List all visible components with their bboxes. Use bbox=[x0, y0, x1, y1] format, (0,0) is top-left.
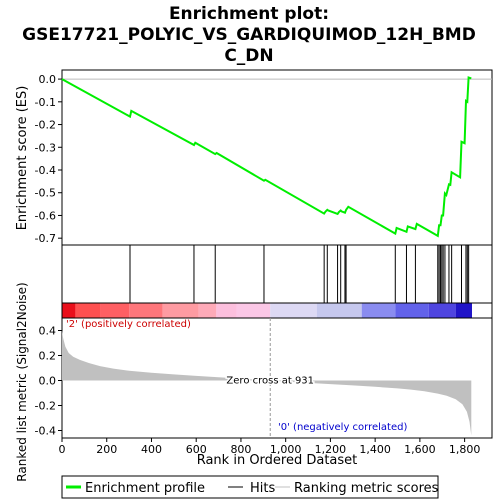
hits-panel bbox=[61, 244, 493, 304]
es-y-tick-label: -0.5 bbox=[35, 187, 56, 200]
negatively-correlated-label: '0' (negatively correlated) bbox=[278, 422, 407, 433]
legend-enrichment-label: Enrichment profile bbox=[85, 481, 205, 496]
x-tick-label: 0 bbox=[59, 443, 66, 456]
color-bar-segment bbox=[100, 303, 130, 318]
title-line-2: GSE17721_POLYIC_VS_GARDIQUIMOD_12H_BMD bbox=[22, 25, 476, 45]
x-tick-label: 1,600 bbox=[404, 443, 436, 456]
metric-y-tick-label: 0.2 bbox=[39, 350, 57, 363]
x-tick-label: 1,400 bbox=[359, 443, 391, 456]
x-tick-label: 1,000 bbox=[270, 443, 302, 456]
color-bar-segment bbox=[361, 303, 396, 318]
x-tick-label: 400 bbox=[141, 443, 162, 456]
es-y-tick-label: -0.6 bbox=[35, 209, 56, 222]
color-bar-segments bbox=[62, 303, 472, 318]
metric-y-axis-label: Ranked list metric (Signal2Noise) bbox=[15, 282, 29, 481]
color-bar-segment bbox=[198, 303, 217, 318]
color-bar-segment bbox=[129, 303, 163, 318]
metric-y-tick-label: -0.2 bbox=[35, 400, 56, 413]
hit-lines bbox=[129, 245, 470, 303]
es-y-tick-label: -0.7 bbox=[35, 232, 56, 245]
color-bar-segment bbox=[75, 303, 101, 318]
x-axis-ticks: 0 200 400 600 800 1,000 1,200 1,400 1,600 1,800 bbox=[59, 438, 481, 456]
x-tick-label: 800 bbox=[230, 443, 251, 456]
rank-color-bar bbox=[61, 302, 493, 319]
color-bar-segment bbox=[428, 303, 456, 318]
title-line-1: Enrichment plot: bbox=[169, 4, 329, 24]
metric-y-tick-label: 0.4 bbox=[39, 325, 57, 338]
title-line-3: C_DN bbox=[224, 46, 273, 66]
color-bar-segment bbox=[316, 303, 362, 318]
es-y-tick-label: -0.3 bbox=[35, 141, 56, 154]
color-bar-segment bbox=[455, 303, 472, 318]
color-bar-segment bbox=[162, 303, 199, 318]
ranked-metric-area bbox=[62, 330, 472, 436]
positively-correlated-label: '2' (positively correlated) bbox=[66, 319, 191, 330]
enrichment-profile-line bbox=[61, 76, 472, 238]
metric-y-axis-ticks: 0.4 0.2 0.0 -0.2 -0.4 bbox=[35, 325, 62, 438]
x-tick-label: 200 bbox=[96, 443, 117, 456]
es-y-tick-label: -0.2 bbox=[35, 119, 56, 132]
enrichment-score-panel: 0.0 -0.1 -0.2 -0.3 -0.4 -0.5 -0.6 -0.7 Enrichme… bbox=[15, 69, 493, 246]
color-bar-segment bbox=[270, 303, 317, 318]
zero-cross-label: Zero cross at 931 bbox=[226, 376, 314, 387]
es-y-tick-label: 0.0 bbox=[39, 73, 57, 86]
x-tick-label: 600 bbox=[186, 443, 207, 456]
metric-y-tick-label: -0.4 bbox=[35, 425, 56, 438]
color-bar-segment bbox=[395, 303, 429, 318]
color-bar-segment bbox=[236, 303, 271, 318]
color-bar-segment bbox=[216, 303, 237, 318]
legend-hits-label: Hits bbox=[250, 481, 275, 496]
es-plot-frame bbox=[61, 69, 493, 246]
x-tick-label: 1,800 bbox=[449, 443, 481, 456]
es-y-axis-ticks: 0.0 -0.1 -0.2 -0.3 -0.4 -0.5 -0.6 -0.7 bbox=[35, 73, 62, 245]
x-tick-label: 1,200 bbox=[315, 443, 347, 456]
ranked-metric-fill bbox=[62, 330, 472, 436]
hits-frame bbox=[61, 244, 493, 304]
enrichment-profile-line-group bbox=[61, 76, 472, 238]
ranked-metric-panel: 0.4 0.2 0.0 -0.2 -0.4 0 200 400 600 800 1,000 1,20… bbox=[15, 282, 493, 482]
x-axis-label: Rank in Ordered Dataset bbox=[197, 453, 358, 468]
legend-metric-label: Ranking metric scores bbox=[294, 481, 439, 496]
legend-frame bbox=[61, 475, 439, 499]
es-y-tick-label: -0.4 bbox=[35, 164, 56, 177]
legend: Enrichment profile Hits Ranking metric s… bbox=[61, 475, 439, 499]
metric-y-tick-label: 0.0 bbox=[39, 375, 57, 388]
color-bar-segment bbox=[62, 303, 76, 318]
es-y-tick-label: -0.1 bbox=[35, 96, 56, 109]
es-y-axis-label: Enrichment score (ES) bbox=[15, 86, 30, 231]
